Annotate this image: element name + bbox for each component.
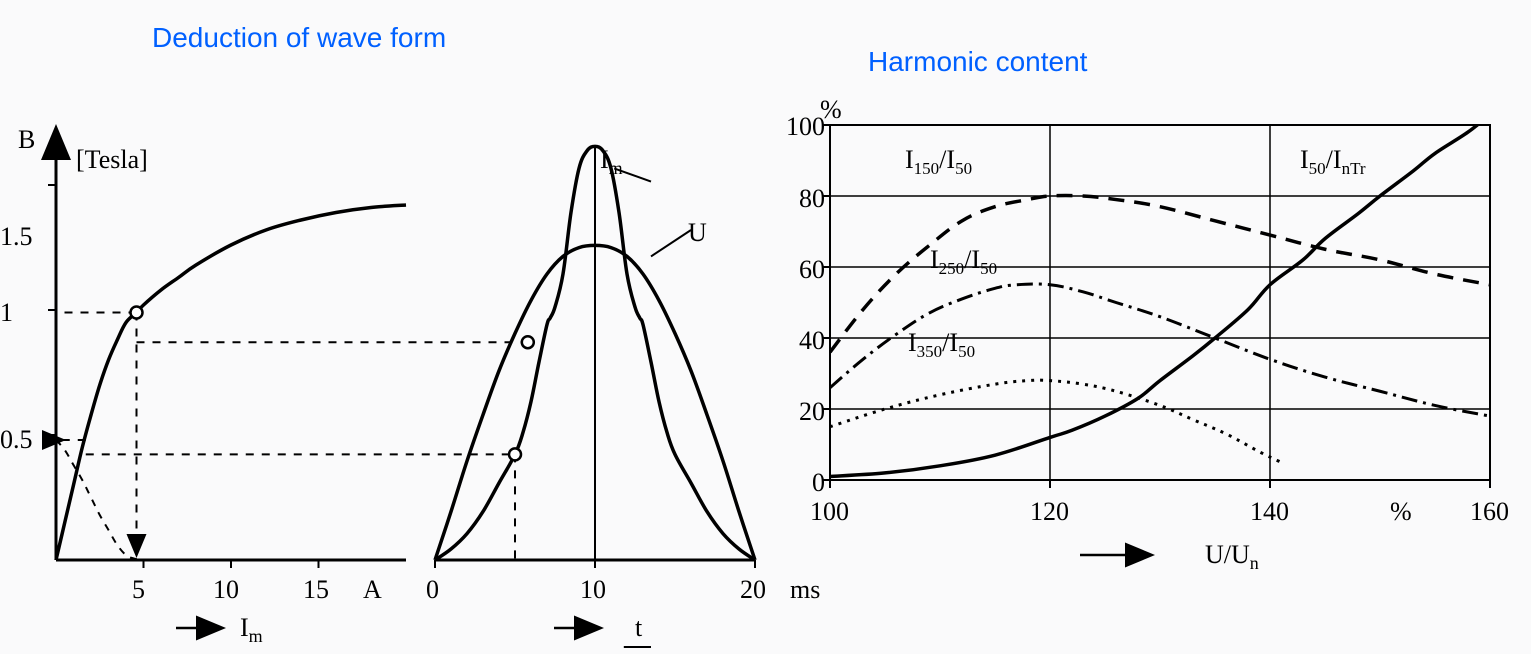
chartB <box>86 146 755 647</box>
chartC <box>822 114 1490 555</box>
charts-svg <box>0 0 1531 654</box>
chartA <box>48 130 406 628</box>
